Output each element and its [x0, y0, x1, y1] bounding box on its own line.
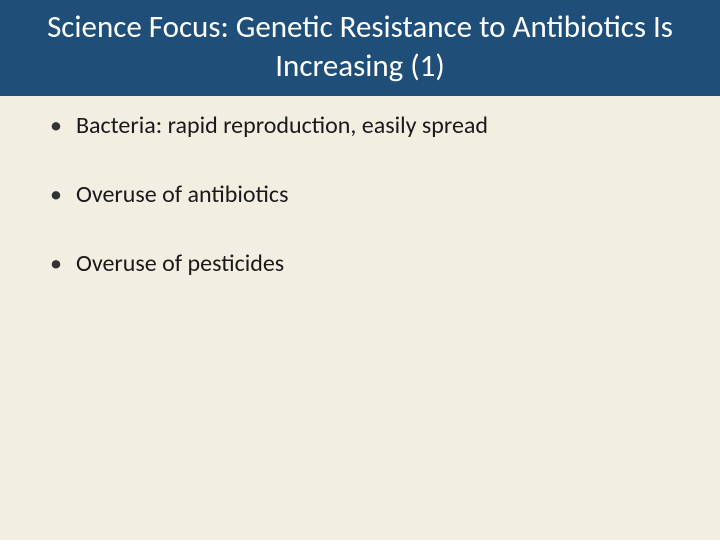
bullet-marker-icon: •: [50, 248, 62, 279]
slide-content: • Bacteria: rapid reproduction, easily s…: [0, 96, 720, 280]
bullet-text: Overuse of pesticides: [76, 248, 284, 279]
bullet-item: • Overuse of pesticides: [50, 248, 670, 279]
slide-title: Science Focus: Genetic Resistance to Ant…: [0, 8, 720, 86]
bullet-text: Overuse of antibiotics: [76, 179, 289, 210]
title-bar: Science Focus: Genetic Resistance to Ant…: [0, 0, 720, 96]
bullet-marker-icon: •: [50, 110, 62, 141]
bullet-item: • Overuse of antibiotics: [50, 179, 670, 210]
bullet-item: • Bacteria: rapid reproduction, easily s…: [50, 110, 670, 141]
bullet-marker-icon: •: [50, 179, 62, 210]
bullet-text: Bacteria: rapid reproduction, easily spr…: [76, 110, 488, 141]
